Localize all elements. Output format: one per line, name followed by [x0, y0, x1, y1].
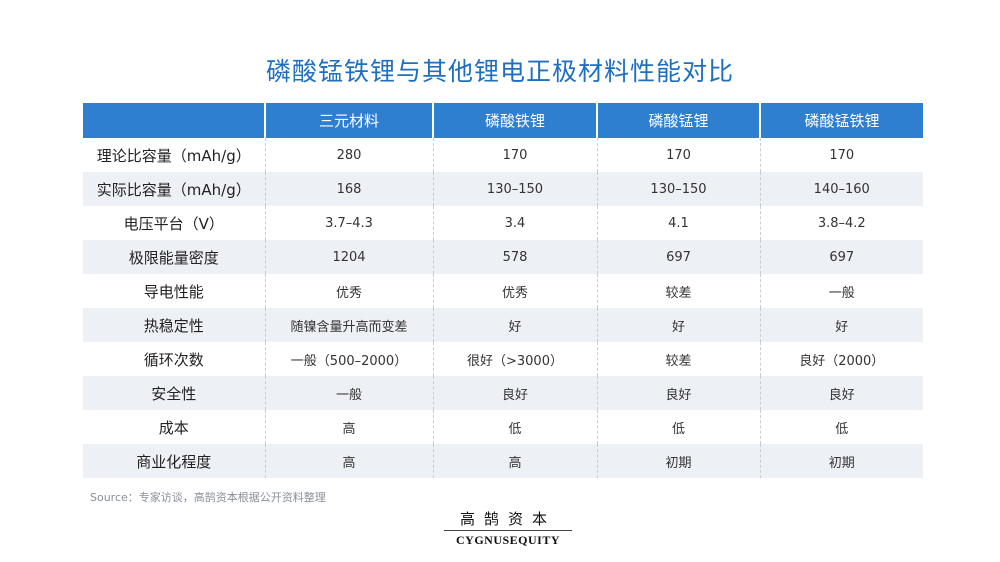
table-row: 热稳定性 随镍含量升高而变差 好 好 好: [83, 308, 923, 342]
table-cell: 一般（500–2000）: [265, 342, 434, 376]
header-cell-ternary: 三元材料: [265, 103, 434, 138]
table-cell: 280: [265, 138, 434, 172]
table-cell: 3.7–4.3: [265, 206, 434, 240]
table-cell: 130–150: [597, 172, 761, 206]
table-cell: 随镍含量升高而变差: [265, 308, 434, 342]
source-note: Source：专家访谈，高鹄资本根据公开资料整理: [90, 491, 326, 504]
table-cell: 168: [265, 172, 434, 206]
table-cell: 高: [265, 410, 434, 444]
table-cell: 初期: [760, 444, 923, 478]
table-cell: 一般: [760, 274, 923, 308]
table-row: 实际比容量（mAh/g） 168 130–150 130–150 140–160: [83, 172, 923, 206]
table-cell: 良好: [597, 376, 761, 410]
table-cell: 好: [760, 308, 923, 342]
row-label: 实际比容量（mAh/g）: [83, 172, 266, 206]
row-label: 成本: [83, 410, 266, 444]
header-cell-empty: [83, 103, 266, 138]
row-label: 电压平台（V）: [83, 206, 266, 240]
row-label: 商业化程度: [83, 444, 266, 478]
table-header-row: 三元材料 磷酸铁锂 磷酸锰锂 磷酸锰铁锂: [83, 103, 923, 138]
header-cell-lfp: 磷酸铁锂: [433, 103, 598, 138]
table-cell: 好: [597, 308, 761, 342]
table-cell: 良好: [433, 376, 598, 410]
table-cell: 优秀: [433, 274, 598, 308]
company-logo: 高鹄资本 CYGNUSEQUITY: [438, 509, 578, 547]
row-label: 极限能量密度: [83, 240, 266, 274]
table-cell: 697: [597, 240, 761, 274]
row-label: 热稳定性: [83, 308, 266, 342]
table-row: 循环次数 一般（500–2000） 很好（>3000） 较差 良好（2000）: [83, 342, 923, 376]
table-cell: 较差: [597, 274, 761, 308]
header-cell-lmp: 磷酸锰锂: [597, 103, 761, 138]
row-label: 循环次数: [83, 342, 266, 376]
logo-english-rest: EQUITY: [509, 533, 560, 547]
table-cell: 130–150: [433, 172, 598, 206]
table-cell: 170: [433, 138, 598, 172]
table-cell: 170: [597, 138, 761, 172]
table-row: 安全性 一般 良好 良好 良好: [83, 376, 923, 410]
table-cell: 好: [433, 308, 598, 342]
table-cell: 良好: [760, 376, 923, 410]
table-row: 成本 高 低 低 低: [83, 410, 923, 444]
logo-english-bold: CYGNUS: [455, 533, 510, 547]
table-cell: 高: [433, 444, 598, 478]
row-label: 导电性能: [83, 274, 266, 308]
table-row: 理论比容量（mAh/g） 280 170 170 170: [83, 138, 923, 172]
table-cell: 良好（2000）: [760, 342, 923, 376]
table-cell: 低: [433, 410, 598, 444]
table-row: 导电性能 优秀 优秀 较差 一般: [83, 274, 923, 308]
table-row: 商业化程度 高 高 初期 初期: [83, 444, 923, 478]
table-cell: 较差: [597, 342, 761, 376]
table-cell: 140–160: [760, 172, 923, 206]
page-title: 磷酸锰铁锂与其他锂电正极材料性能对比: [265, 57, 734, 86]
table-cell: 3.8–4.2: [760, 206, 923, 240]
table-cell: 578: [433, 240, 598, 274]
row-label: 理论比容量（mAh/g）: [83, 138, 266, 172]
table-cell: 很好（>3000）: [433, 342, 598, 376]
table-cell: 697: [760, 240, 923, 274]
table-cell: 1204: [265, 240, 434, 274]
table-cell: 4.1: [597, 206, 761, 240]
row-label: 安全性: [83, 376, 266, 410]
table-cell: 一般: [265, 376, 434, 410]
table-row: 极限能量密度 1204 578 697 697: [83, 240, 923, 274]
table-cell: 低: [597, 410, 761, 444]
table-cell: 170: [760, 138, 923, 172]
table-cell: 初期: [597, 444, 761, 478]
logo-divider: [444, 530, 572, 531]
table-cell: 3.4: [433, 206, 598, 240]
table-row: 电压平台（V） 3.7–4.3 3.4 4.1 3.8–4.2: [83, 206, 923, 240]
table-cell: 高: [265, 444, 434, 478]
table-cell: 低: [760, 410, 923, 444]
comparison-table: 三元材料 磷酸铁锂 磷酸锰锂 磷酸锰铁锂 理论比容量（mAh/g） 280 17…: [83, 103, 923, 478]
logo-chinese-name: 高鹄资本: [459, 510, 556, 528]
logo-english-name: CYGNUSEQUITY: [438, 533, 578, 547]
table-cell: 优秀: [265, 274, 434, 308]
header-cell-lmfp: 磷酸锰铁锂: [760, 103, 923, 138]
